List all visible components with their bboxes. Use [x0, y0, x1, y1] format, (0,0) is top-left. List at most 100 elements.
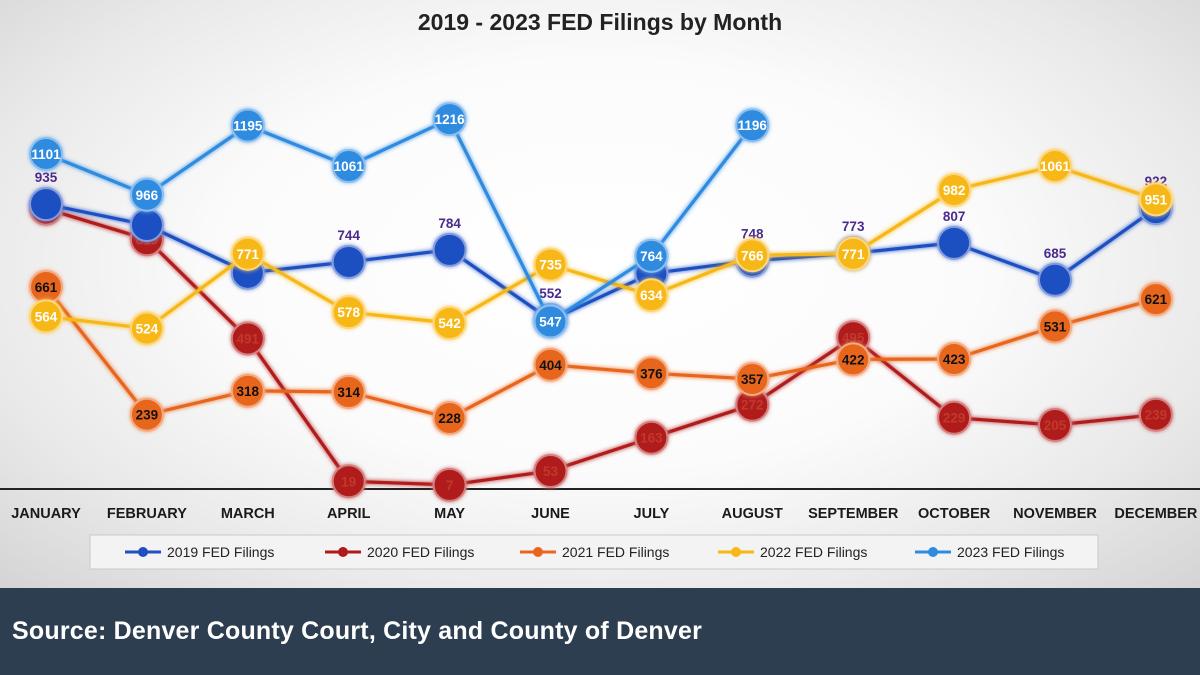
data-label-2020-december: 239 [1145, 408, 1168, 423]
data-label-2021-october: 423 [943, 352, 966, 367]
series-line-2023 [45, 117, 754, 324]
x-tick-label-august: AUGUST [722, 506, 783, 522]
point-2020-june [533, 453, 568, 488]
data-label-2019-may: 784 [438, 216, 461, 231]
point-2020-october [937, 400, 972, 435]
point-2021-december [1138, 282, 1173, 317]
data-label-2023-may: 1216 [435, 112, 466, 127]
data-label-2020-november: 205 [1044, 418, 1067, 433]
legend-swatch-marker [338, 547, 348, 557]
point-2021-november [1038, 309, 1072, 344]
point-2023-august [735, 108, 770, 143]
data-label-2020-august: 272 [741, 398, 764, 413]
point-2021-march [230, 373, 265, 408]
data-label-2021-june: 404 [539, 358, 562, 373]
series-2022: 564 524 771 578 542 735 634 766 771 982 1061 951 [29, 149, 1173, 346]
data-label-2021-december: 621 [1145, 292, 1168, 307]
line-chart: 2019 - 2023 FED Filings by Month 9208194… [0, 9, 1200, 570]
data-label-2019-april: 744 [337, 228, 360, 243]
data-label-2023-january: 1101 [31, 147, 61, 162]
point-2022-march [230, 236, 265, 271]
point-2023-july [634, 238, 669, 273]
point-2022-october [937, 172, 972, 207]
point-2021-july [634, 356, 669, 391]
data-label-2019-august: 748 [741, 227, 764, 242]
point-2022-may [432, 306, 467, 341]
data-label-2020-july: 163 [640, 431, 663, 446]
x-tick-label-july: JULY [634, 506, 670, 522]
legend-swatch-marker [138, 547, 148, 557]
point-2021-may [432, 401, 467, 436]
point-2022-july [634, 278, 669, 313]
series-2021: 661 239 318 314 228 404 376 357 422 423 531 621 [29, 270, 1173, 436]
point-2021-october [937, 342, 972, 377]
point-2022-june [533, 247, 568, 282]
x-tick-label-october: OCTOBER [918, 506, 991, 522]
point-2023-january [29, 136, 63, 171]
data-label-2023-march: 1195 [233, 119, 263, 134]
x-axis: JANUARY FEBRUARY MARCH APRIL MAY JUNE JULY AUGU… [11, 506, 1198, 522]
series-2023: 1101 966 1195 1061 1216 547 764 1196 [29, 102, 770, 339]
legend-label: 2019 FED Filings [167, 544, 274, 560]
point-2023-february [129, 177, 164, 212]
point-2021-april [331, 375, 366, 410]
data-label-2023-august: 1196 [738, 118, 768, 133]
series-layer: 9208194911975316327249522920523966123931… [29, 102, 1173, 502]
x-tick-label-april: APRIL [327, 506, 371, 522]
data-label-2021-april: 314 [337, 385, 360, 400]
data-label-2022-september: 771 [842, 247, 865, 262]
data-label-2022-august: 766 [741, 248, 764, 263]
data-label-2020-may: 7 [446, 478, 454, 493]
legend-swatch-marker [731, 547, 741, 557]
legend-item-2021: 2021 FED Filings [520, 544, 669, 560]
data-label-2020-april: 19 [341, 474, 356, 489]
point-2022-december [1138, 182, 1173, 217]
data-label-2021-may: 228 [438, 411, 461, 426]
x-tick-label-june: JUNE [531, 506, 570, 522]
point-2022-september [836, 236, 871, 271]
point-2020-april [331, 464, 366, 499]
point-2019-april [331, 244, 366, 279]
point-2020-may [432, 467, 467, 502]
point-2021-august [735, 362, 770, 397]
point-2021-february [129, 397, 164, 432]
data-label-2021-november: 531 [1044, 319, 1067, 334]
legend: 2019 FED Filings 2020 FED Filings 2021 FED… [125, 544, 1064, 560]
data-label-2023-february: 966 [136, 188, 159, 203]
point-2020-november [1038, 407, 1072, 442]
data-label-2021-february: 239 [136, 408, 159, 423]
series-2019: 935708744784552706748773807685922 [29, 170, 1173, 338]
legend-label: 2023 FED Filings [957, 544, 1064, 560]
point-2021-june [533, 347, 568, 382]
point-2022-august [735, 238, 770, 273]
data-label-2022-march: 771 [237, 247, 260, 262]
point-2023-june [533, 304, 568, 339]
point-2022-april [331, 295, 366, 330]
point-2019-october [937, 225, 972, 260]
data-label-2020-june: 53 [543, 464, 559, 479]
point-2020-march [230, 321, 265, 356]
data-label-2021-july: 376 [640, 366, 663, 381]
legend-item-2019: 2019 FED Filings [125, 544, 274, 560]
data-label-2019-october: 807 [943, 209, 966, 224]
legend-item-2022: 2022 FED Filings [718, 544, 867, 560]
data-label-2022-january: 564 [35, 309, 58, 324]
x-tick-label-february: FEBRUARY [107, 506, 187, 522]
point-2022-january [29, 299, 63, 334]
x-tick-label-march: MARCH [221, 506, 275, 522]
data-label-2021-march: 318 [237, 384, 260, 399]
point-2023-march [230, 108, 265, 143]
data-label-2019-september: 773 [842, 219, 865, 234]
point-2020-december [1138, 397, 1173, 432]
x-tick-label-may: MAY [434, 506, 465, 522]
point-2022-november [1038, 149, 1072, 184]
chart-title: 2019 - 2023 FED Filings by Month [418, 9, 782, 35]
legend-label: 2021 FED Filings [562, 544, 669, 560]
x-tick-label-september: SEPTEMBER [808, 506, 899, 522]
data-label-2019-november: 685 [1044, 246, 1067, 261]
data-label-2022-february: 524 [136, 321, 159, 336]
data-label-2023-june: 547 [539, 315, 562, 330]
x-tick-label-november: NOVEMBER [1013, 506, 1097, 522]
series-line-2021 [44, 286, 1157, 420]
